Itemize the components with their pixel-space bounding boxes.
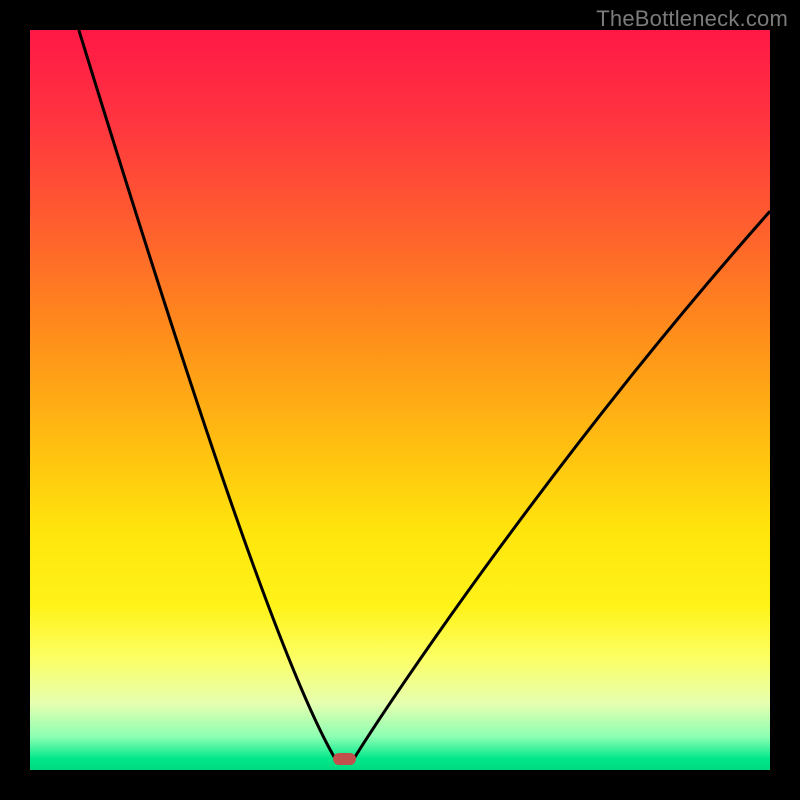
minimum-marker bbox=[333, 753, 355, 766]
bottleneck-curve bbox=[30, 30, 770, 770]
curve-path bbox=[79, 30, 770, 759]
plot-area bbox=[30, 30, 770, 770]
watermark-text: TheBottleneck.com bbox=[596, 6, 788, 32]
